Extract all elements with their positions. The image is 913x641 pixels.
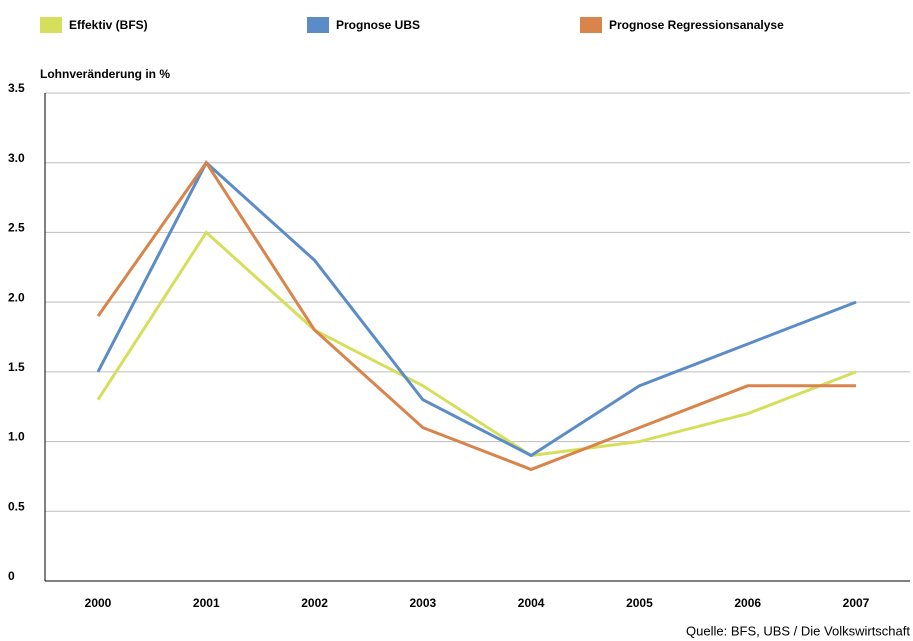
y-tick-label: 0 [8,569,15,583]
y-tick-label: 0.5 [8,499,25,513]
series-line [96,160,857,458]
y-tick-label: 2.5 [8,221,25,235]
y-tick-label: 1.0 [8,430,25,444]
x-tick-label: 2006 [734,596,761,610]
x-tick-label: 2001 [193,596,220,610]
x-tick-label: 2007 [843,596,870,610]
legend-label: Effektiv (BFS) [69,18,148,32]
y-tick-label: 1.5 [8,360,25,374]
y-tick-label: 3.0 [8,151,25,165]
source: Quelle: BFS, UBS / Die Volkswirtschaft [686,623,910,638]
legend-label: Prognose Regressionsanalyse [609,18,784,32]
legend-swatch [40,17,62,33]
y-tick-label: 2.0 [8,290,25,304]
y-axis-label: Lohnveränderung in % [40,67,170,81]
y-tick-label: 3.5 [8,81,25,95]
series-line [96,230,857,458]
x-tick-label: 2004 [518,596,545,610]
x-tick-label: 2003 [410,596,437,610]
x-tick-label: 2000 [85,596,112,610]
series-line [96,160,856,472]
x-tick-label: 2002 [301,596,328,610]
legend-swatch [580,17,602,33]
x-tick-label: 2005 [626,596,653,610]
legend-label: Prognose UBS [336,18,420,32]
legend-swatch [307,17,329,33]
